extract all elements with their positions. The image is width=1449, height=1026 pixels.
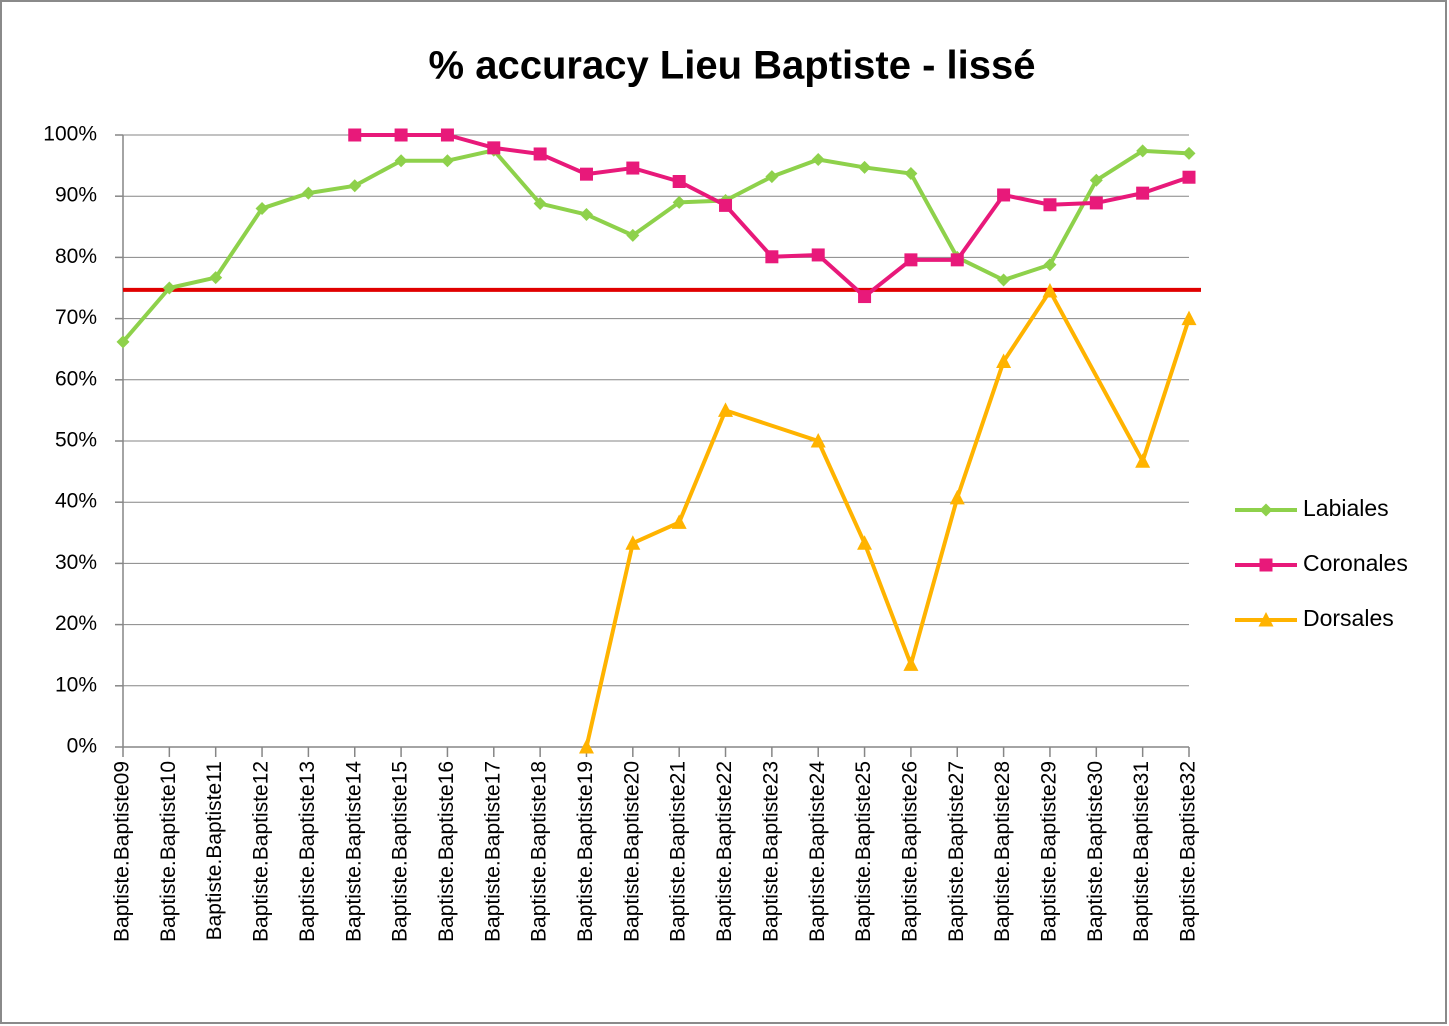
- data-point: [672, 175, 686, 189]
- legend-marker: [1259, 503, 1273, 517]
- data-point: [997, 273, 1011, 287]
- data-point: [811, 248, 825, 262]
- data-point: [394, 128, 408, 142]
- data-point: [578, 739, 594, 754]
- data-point: [348, 179, 362, 193]
- legend-marker: [1259, 558, 1273, 572]
- legend-label: Labiales: [1303, 495, 1389, 521]
- data-point: [533, 197, 547, 211]
- data-point: [579, 167, 593, 181]
- data-point: [1136, 144, 1150, 158]
- x-tick-label: Baptiste.Baptiste28: [991, 761, 1014, 942]
- data-point: [811, 152, 825, 166]
- data-point: [997, 188, 1011, 202]
- data-point: [116, 335, 130, 349]
- data-point: [903, 656, 919, 671]
- data-point: [1182, 170, 1196, 184]
- x-tick-label: Baptiste.Baptiste31: [1130, 761, 1153, 942]
- data-point: [626, 161, 640, 175]
- data-point: [810, 433, 826, 448]
- data-point: [718, 402, 734, 417]
- x-tick-label: Baptiste.Baptiste09: [111, 761, 134, 942]
- y-tick-label: 40%: [55, 490, 97, 513]
- y-tick-label: 30%: [55, 551, 97, 574]
- data-point: [1136, 186, 1150, 200]
- data-point: [765, 170, 779, 184]
- y-tick-label: 0%: [67, 735, 97, 758]
- data-point: [626, 228, 640, 242]
- x-tick-label: Baptiste.Baptiste16: [435, 761, 458, 942]
- data-point: [719, 198, 733, 212]
- y-tick-label: 80%: [55, 245, 97, 268]
- x-tick-label: Baptiste.Baptiste30: [1084, 761, 1107, 942]
- data-point: [162, 281, 176, 295]
- x-tick-label: Baptiste.Baptiste25: [852, 761, 875, 942]
- data-point: [348, 128, 362, 142]
- x-tick-label: Baptiste.Baptiste12: [250, 761, 273, 942]
- legend-marker: [1258, 612, 1274, 627]
- y-tick-label: 20%: [55, 612, 97, 635]
- x-tick-label: Baptiste.Baptiste10: [157, 761, 180, 942]
- x-tick-label: Baptiste.Baptiste23: [759, 761, 782, 942]
- chart-title: % accuracy Lieu Baptiste - lissé: [429, 44, 1036, 88]
- data-point: [1043, 258, 1057, 272]
- y-tick-label: 70%: [55, 306, 97, 329]
- data-point: [1089, 173, 1103, 187]
- y-tick-label: 100%: [43, 123, 97, 146]
- data-point: [440, 154, 454, 168]
- x-tick-label: Baptiste.Baptiste17: [481, 761, 504, 942]
- series-line: [121, 148, 1190, 344]
- x-tick-label: Baptiste.Baptiste13: [296, 761, 319, 942]
- series-line: [584, 289, 1191, 748]
- x-tick-label: Baptiste.Baptiste32: [1177, 761, 1200, 942]
- data-point: [904, 253, 918, 267]
- data-point: [255, 201, 269, 215]
- data-point: [625, 535, 641, 550]
- data-point: [487, 141, 501, 155]
- x-tick-label: Baptiste.Baptiste22: [713, 761, 736, 942]
- data-point: [440, 128, 454, 142]
- x-tick-label: Baptiste.Baptiste15: [389, 761, 412, 942]
- x-tick-label: Baptiste.Baptiste27: [945, 761, 968, 942]
- data-point: [672, 195, 686, 209]
- data-point: [949, 489, 965, 505]
- data-point: [533, 147, 547, 161]
- y-tick-label: 50%: [55, 429, 97, 452]
- data-point: [996, 353, 1012, 368]
- legend-label: Coronales: [1303, 550, 1408, 576]
- data-point: [1089, 196, 1103, 210]
- y-tick-label: 90%: [55, 184, 97, 207]
- data-point: [1043, 198, 1057, 212]
- x-tick-label: Baptiste.Baptiste14: [342, 761, 365, 942]
- x-tick-label: Baptiste.Baptiste19: [574, 761, 597, 942]
- data-point: [1135, 453, 1151, 468]
- data-point: [904, 167, 918, 181]
- data-point: [858, 160, 872, 174]
- y-tick-label: 60%: [55, 367, 97, 390]
- x-tick-label: Baptiste.Baptiste20: [620, 761, 643, 942]
- x-tick-label: Baptiste.Baptiste21: [667, 761, 690, 942]
- data-point: [858, 290, 872, 304]
- x-tick-label: Baptiste.Baptiste18: [528, 761, 551, 942]
- x-tick-label: Baptiste.Baptiste26: [898, 761, 921, 942]
- data-point: [209, 271, 223, 285]
- x-tick-label: Baptiste.Baptiste24: [806, 761, 829, 942]
- x-tick-label: Baptiste.Baptiste11: [203, 761, 226, 940]
- data-point: [671, 514, 687, 529]
- y-tick-label: 10%: [55, 673, 97, 696]
- data-point: [1181, 310, 1197, 326]
- data-point: [950, 253, 964, 267]
- data-point: [394, 154, 408, 168]
- data-point: [1042, 283, 1058, 298]
- x-tick-label: Baptiste.Baptiste29: [1038, 761, 1061, 942]
- data-point: [857, 535, 873, 550]
- data-point: [1182, 146, 1196, 160]
- legend-label: Dorsales: [1303, 605, 1394, 631]
- data-point: [765, 250, 779, 264]
- data-point: [301, 186, 315, 200]
- data-point: [579, 208, 593, 222]
